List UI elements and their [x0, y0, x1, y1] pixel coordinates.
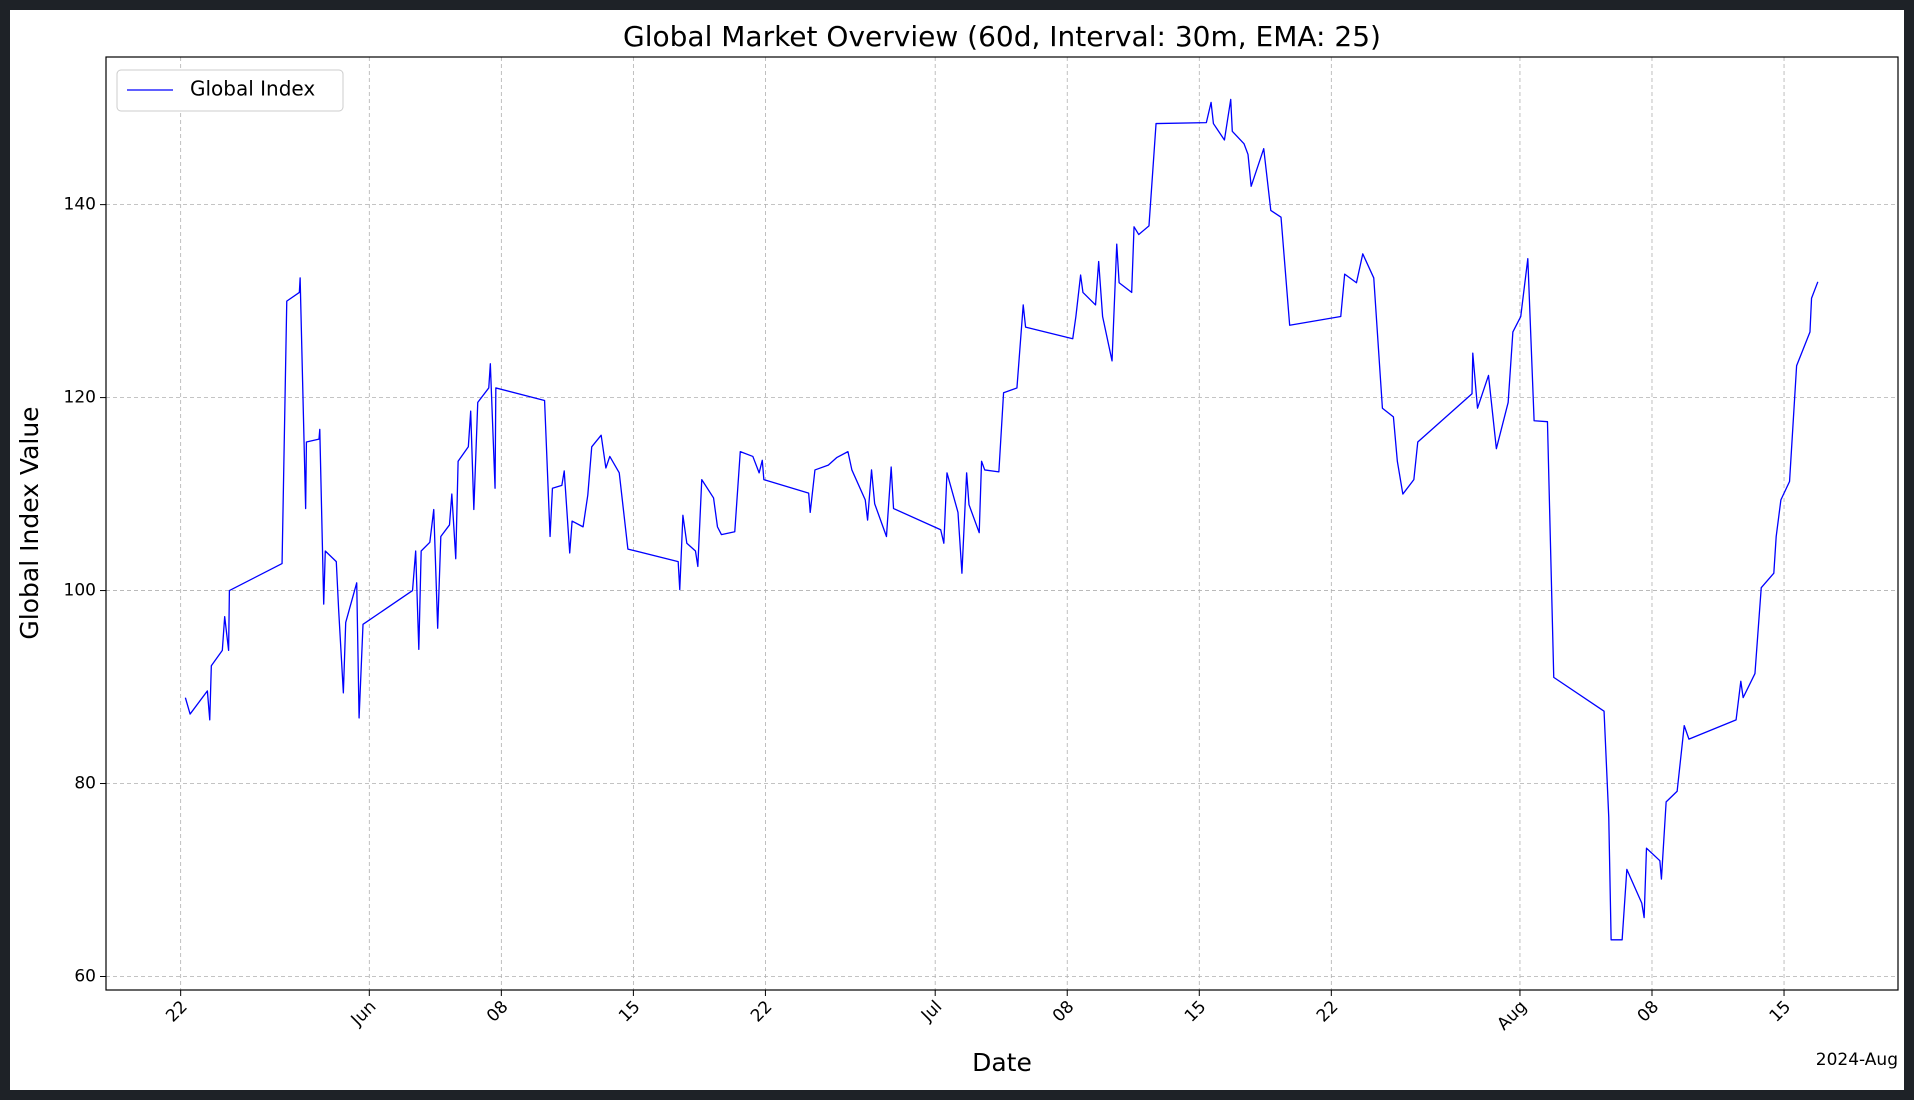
x-offset-label: 2024-Aug: [1816, 1050, 1898, 1070]
chart-title: Global Market Overview (60d, Interval: 3…: [623, 20, 1381, 53]
y-axis-label: Global Index Value: [15, 406, 44, 639]
canvas: [10, 10, 1904, 1090]
x-axis-label: Date: [972, 1048, 1032, 1077]
y-tick-label: 120: [64, 388, 96, 408]
legend-box: [116, 69, 344, 112]
y-tick-label: 100: [64, 581, 96, 601]
y-tick-label: 60: [74, 966, 96, 986]
y-tick-label: 140: [64, 195, 96, 215]
data-line: [184, 98, 1819, 941]
legend-label: Global Index: [190, 77, 315, 101]
plot-frame: [105, 56, 1899, 991]
y-tick-label: 80: [74, 774, 96, 794]
